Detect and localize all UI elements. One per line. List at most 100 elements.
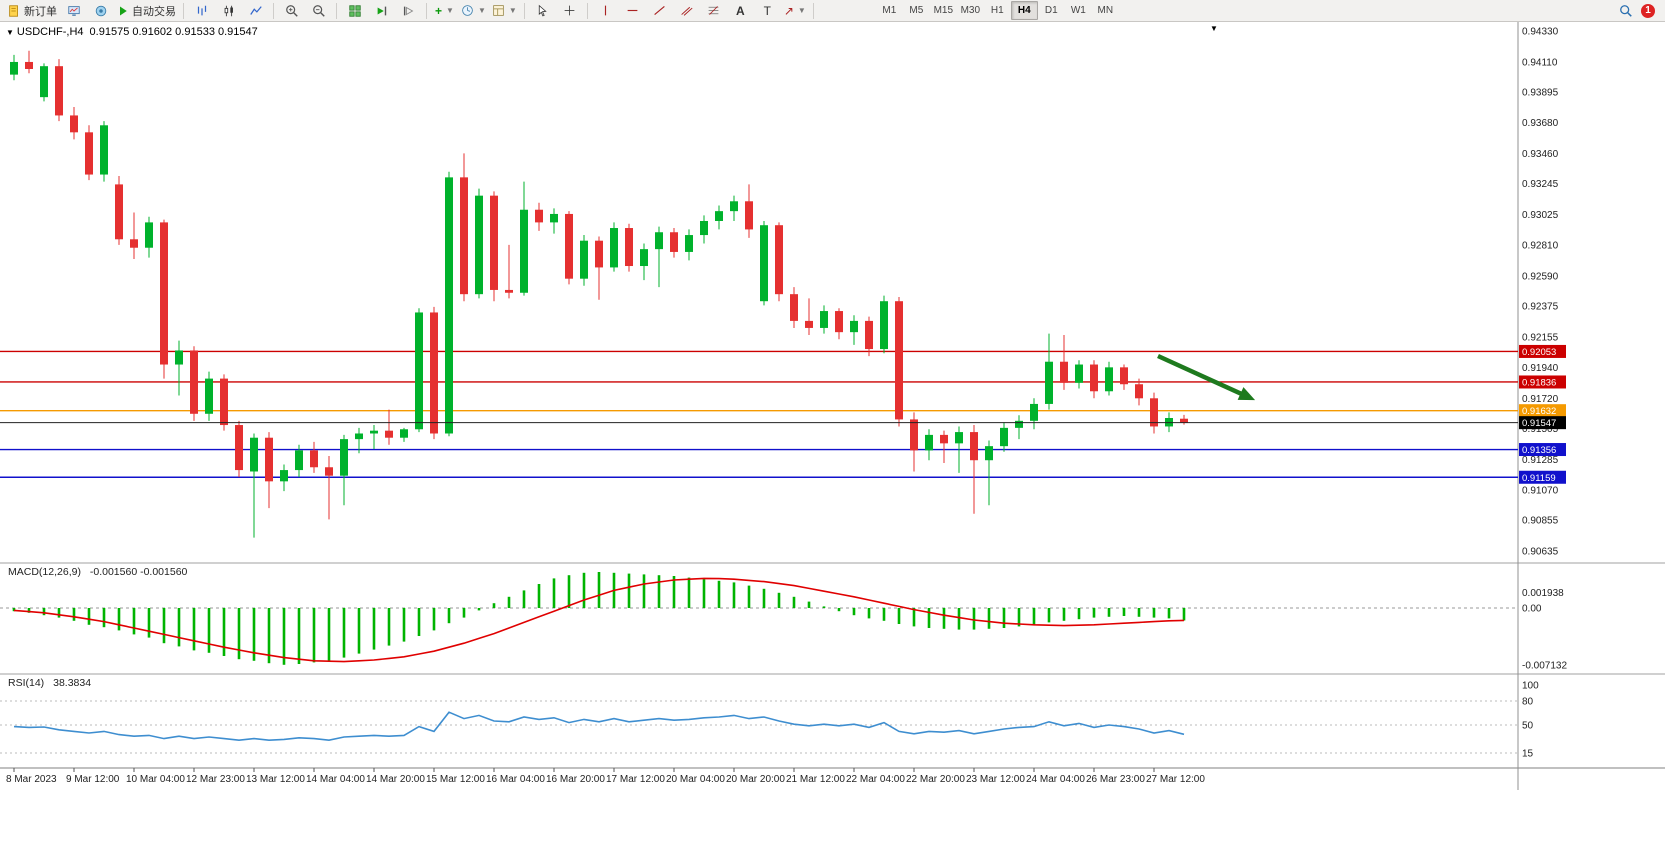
macd-title: MACD(12,26,9) [8, 566, 81, 578]
timeframe-h4-button[interactable]: H4 [1010, 1, 1038, 20]
arrows-tool-button[interactable]: ↗ ▼ [781, 0, 809, 21]
candle [1180, 418, 1188, 423]
chevron-down-icon: ▼ [797, 6, 806, 15]
time-axis[interactable]: 8 Mar 2023 9 Mar 12:00 10 Mar 04:00 12 Mar … [6, 768, 1205, 785]
search-button[interactable] [1612, 0, 1639, 21]
candle [160, 222, 168, 365]
candle [640, 249, 648, 267]
scroll-anchor-icon: ▼ [1210, 24, 1218, 33]
timeframe-d1-button[interactable]: D1 [1044, 5, 1058, 16]
candle [820, 311, 828, 328]
autotrading-label: 自动交易 [132, 5, 176, 18]
crosshair-icon [564, 5, 575, 16]
candle [700, 220, 708, 236]
chart-shift-button[interactable] [395, 0, 422, 21]
autotrading-play-icon [120, 6, 127, 15]
svg-text:0.91836: 0.91836 [1522, 377, 1556, 388]
zoom-out-button[interactable] [305, 0, 332, 21]
candle [775, 225, 783, 295]
indicators-button[interactable]: + ▼ [431, 0, 458, 21]
svg-text:0.94110: 0.94110 [1522, 57, 1558, 68]
new-order-button[interactable]: 新订单 [4, 0, 60, 21]
crosshair-tool-button[interactable] [556, 0, 583, 21]
profile-button[interactable] [87, 0, 114, 21]
candle [985, 446, 993, 461]
templates-button[interactable]: ▼ [489, 0, 520, 21]
timeframe-m15-button[interactable]: M15 [933, 5, 954, 16]
svg-text:-0.007132: -0.007132 [1522, 661, 1567, 672]
notification-badge[interactable]: 1 [1641, 3, 1655, 18]
svg-text:13 Mar 12:00: 13 Mar 12:00 [246, 774, 305, 785]
trend-arrow[interactable] [1157, 353, 1244, 397]
svg-text:0.91505: 0.91505 [1522, 424, 1559, 435]
candle [205, 378, 213, 414]
candle [235, 425, 243, 471]
svg-text:0.93245: 0.93245 [1522, 179, 1559, 190]
timeframe-mn-button[interactable]: MN [1097, 5, 1114, 16]
chart-window-icon [67, 5, 80, 16]
candle [1150, 398, 1158, 427]
timeframe-h1-button[interactable]: H1 [990, 5, 1004, 16]
vertical-line-tool-button[interactable] [592, 0, 619, 21]
timeframe-m30-button[interactable]: M30 [960, 5, 981, 16]
svg-text:15: 15 [1522, 749, 1534, 760]
horizontal-line-tool-button[interactable] [619, 0, 646, 21]
timeframe-m5-button[interactable]: M5 [909, 5, 924, 16]
svg-text:27 Mar 12:00: 27 Mar 12:00 [1146, 774, 1205, 785]
candle [190, 350, 198, 414]
tile-windows-button[interactable] [341, 0, 368, 21]
price-axis[interactable]: 0.94330 0.94110 0.93895 0.93680 0.93460 0.932… [1522, 27, 1559, 558]
candle [1000, 427, 1008, 447]
toolbar-separator [336, 2, 337, 19]
svg-text:22 Mar 04:00: 22 Mar 04:00 [846, 774, 905, 785]
text-tool-button[interactable]: A [727, 0, 754, 21]
svg-text:0.91632: 0.91632 [1522, 406, 1556, 417]
svg-text:0.93680: 0.93680 [1522, 118, 1559, 129]
vertical-line-icon [604, 5, 606, 16]
chart-window-button[interactable] [60, 0, 87, 21]
candle [670, 232, 678, 252]
bar-chart-button[interactable] [188, 0, 215, 21]
candle [1105, 367, 1113, 392]
candlestick-chart-button[interactable] [215, 0, 242, 21]
line-chart-button[interactable] [242, 0, 269, 21]
toolbar-separator [586, 2, 588, 19]
candle [835, 311, 843, 333]
candle [610, 228, 618, 268]
chevron-down-icon: ▼ [478, 6, 486, 15]
rsi-line [13, 711, 1185, 742]
price-tag [1519, 404, 1566, 418]
fibonacci-tool-button[interactable] [700, 0, 727, 21]
candle [790, 294, 798, 321]
candle [10, 61, 18, 75]
macd-panel-label: MACD(12,26,9) -0.001560 -0.001560 [8, 566, 187, 578]
autotrading-button[interactable]: 自动交易 [114, 0, 179, 21]
chart-expand-icon[interactable]: ▼ [6, 28, 14, 37]
channel-tool-button[interactable] [673, 0, 700, 21]
search-icon [1619, 4, 1632, 17]
candle [490, 195, 498, 290]
current-price-tag [1519, 416, 1566, 430]
svg-text:0.93460: 0.93460 [1522, 149, 1559, 160]
candle [415, 312, 423, 430]
cursor-tool-button[interactable] [529, 0, 556, 21]
svg-text:0.91070: 0.91070 [1522, 485, 1559, 496]
timeframe-w1-button[interactable]: W1 [1070, 5, 1086, 16]
candle [745, 201, 753, 230]
periods-button[interactable]: ▼ [458, 0, 489, 21]
trendline-tool-button[interactable] [646, 0, 673, 21]
auto-scroll-button[interactable] [368, 0, 395, 21]
rsi-panel: 100 80 50 15 [0, 681, 1539, 760]
macd-values: -0.001560 -0.001560 [89, 566, 188, 578]
candle [910, 419, 918, 451]
candle [385, 430, 393, 438]
svg-text:24 Mar 04:00: 24 Mar 04:00 [1026, 774, 1085, 785]
zoom-in-button[interactable] [278, 0, 305, 21]
text-label-tool-button[interactable]: T [754, 0, 781, 21]
candle [805, 320, 813, 328]
chevron-down-icon: ▼ [508, 6, 517, 15]
svg-text:14 Mar 20:00: 14 Mar 20:00 [366, 774, 425, 785]
timeframe-m1-button[interactable]: M1 [882, 5, 897, 16]
svg-text:26 Mar 23:00: 26 Mar 23:00 [1086, 774, 1145, 785]
